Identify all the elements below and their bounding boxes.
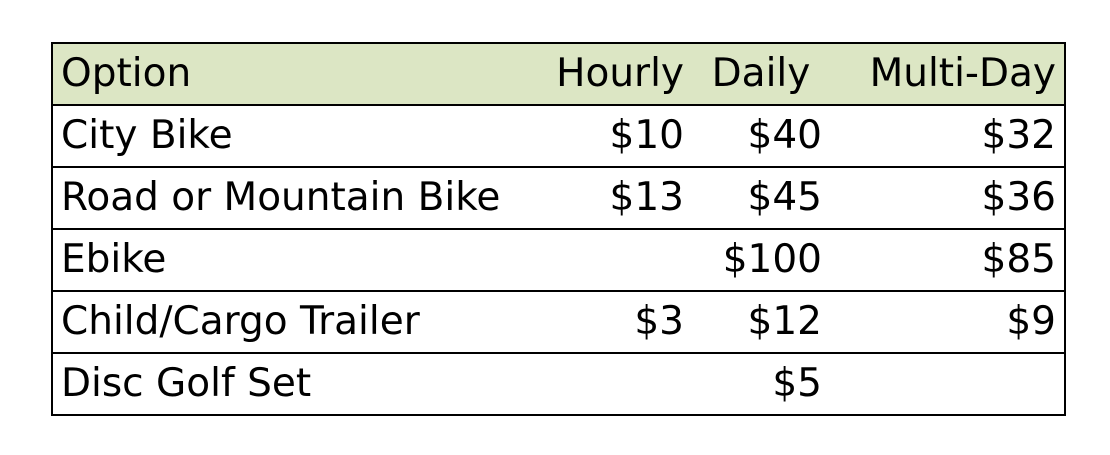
cell-hourly: $3 <box>532 290 692 353</box>
cell-hourly: $13 <box>532 166 692 229</box>
table-header: Option Hourly Daily Multi-Day <box>52 43 1065 106</box>
rental-price-table: Option Hourly Daily Multi-Day City Bike … <box>51 42 1066 416</box>
cell-multiday <box>830 352 1065 415</box>
table-body: City Bike $10 $40 $32 Road or Mountain B… <box>52 104 1065 415</box>
header-option: Option <box>52 43 532 106</box>
cell-daily: $45 <box>692 166 830 229</box>
table-row: Road or Mountain Bike $13 $45 $36 <box>52 166 1065 229</box>
table-row: Child/Cargo Trailer $3 $12 $9 <box>52 290 1065 353</box>
cell-hourly <box>532 228 692 291</box>
cell-multiday: $9 <box>830 290 1065 353</box>
cell-multiday: $85 <box>830 228 1065 291</box>
cell-daily: $100 <box>692 228 830 291</box>
cell-option: Ebike <box>52 228 532 291</box>
cell-daily: $40 <box>692 104 830 167</box>
table-row: Disc Golf Set $5 <box>52 352 1065 415</box>
header-daily: Daily <box>692 43 830 106</box>
cell-daily: $12 <box>692 290 830 353</box>
cell-hourly: $10 <box>532 104 692 167</box>
cell-option: City Bike <box>52 104 532 167</box>
header-multiday: Multi-Day <box>830 43 1065 106</box>
cell-option: Disc Golf Set <box>52 352 532 415</box>
cell-multiday: $32 <box>830 104 1065 167</box>
cell-option: Road or Mountain Bike <box>52 166 532 229</box>
cell-option: Child/Cargo Trailer <box>52 290 532 353</box>
table-row: Ebike $100 $85 <box>52 228 1065 291</box>
cell-daily: $5 <box>692 352 830 415</box>
cell-multiday: $36 <box>830 166 1065 229</box>
header-hourly: Hourly <box>532 43 692 106</box>
header-row: Option Hourly Daily Multi-Day <box>52 43 1065 106</box>
cell-hourly <box>532 352 692 415</box>
table-row: City Bike $10 $40 $32 <box>52 104 1065 167</box>
